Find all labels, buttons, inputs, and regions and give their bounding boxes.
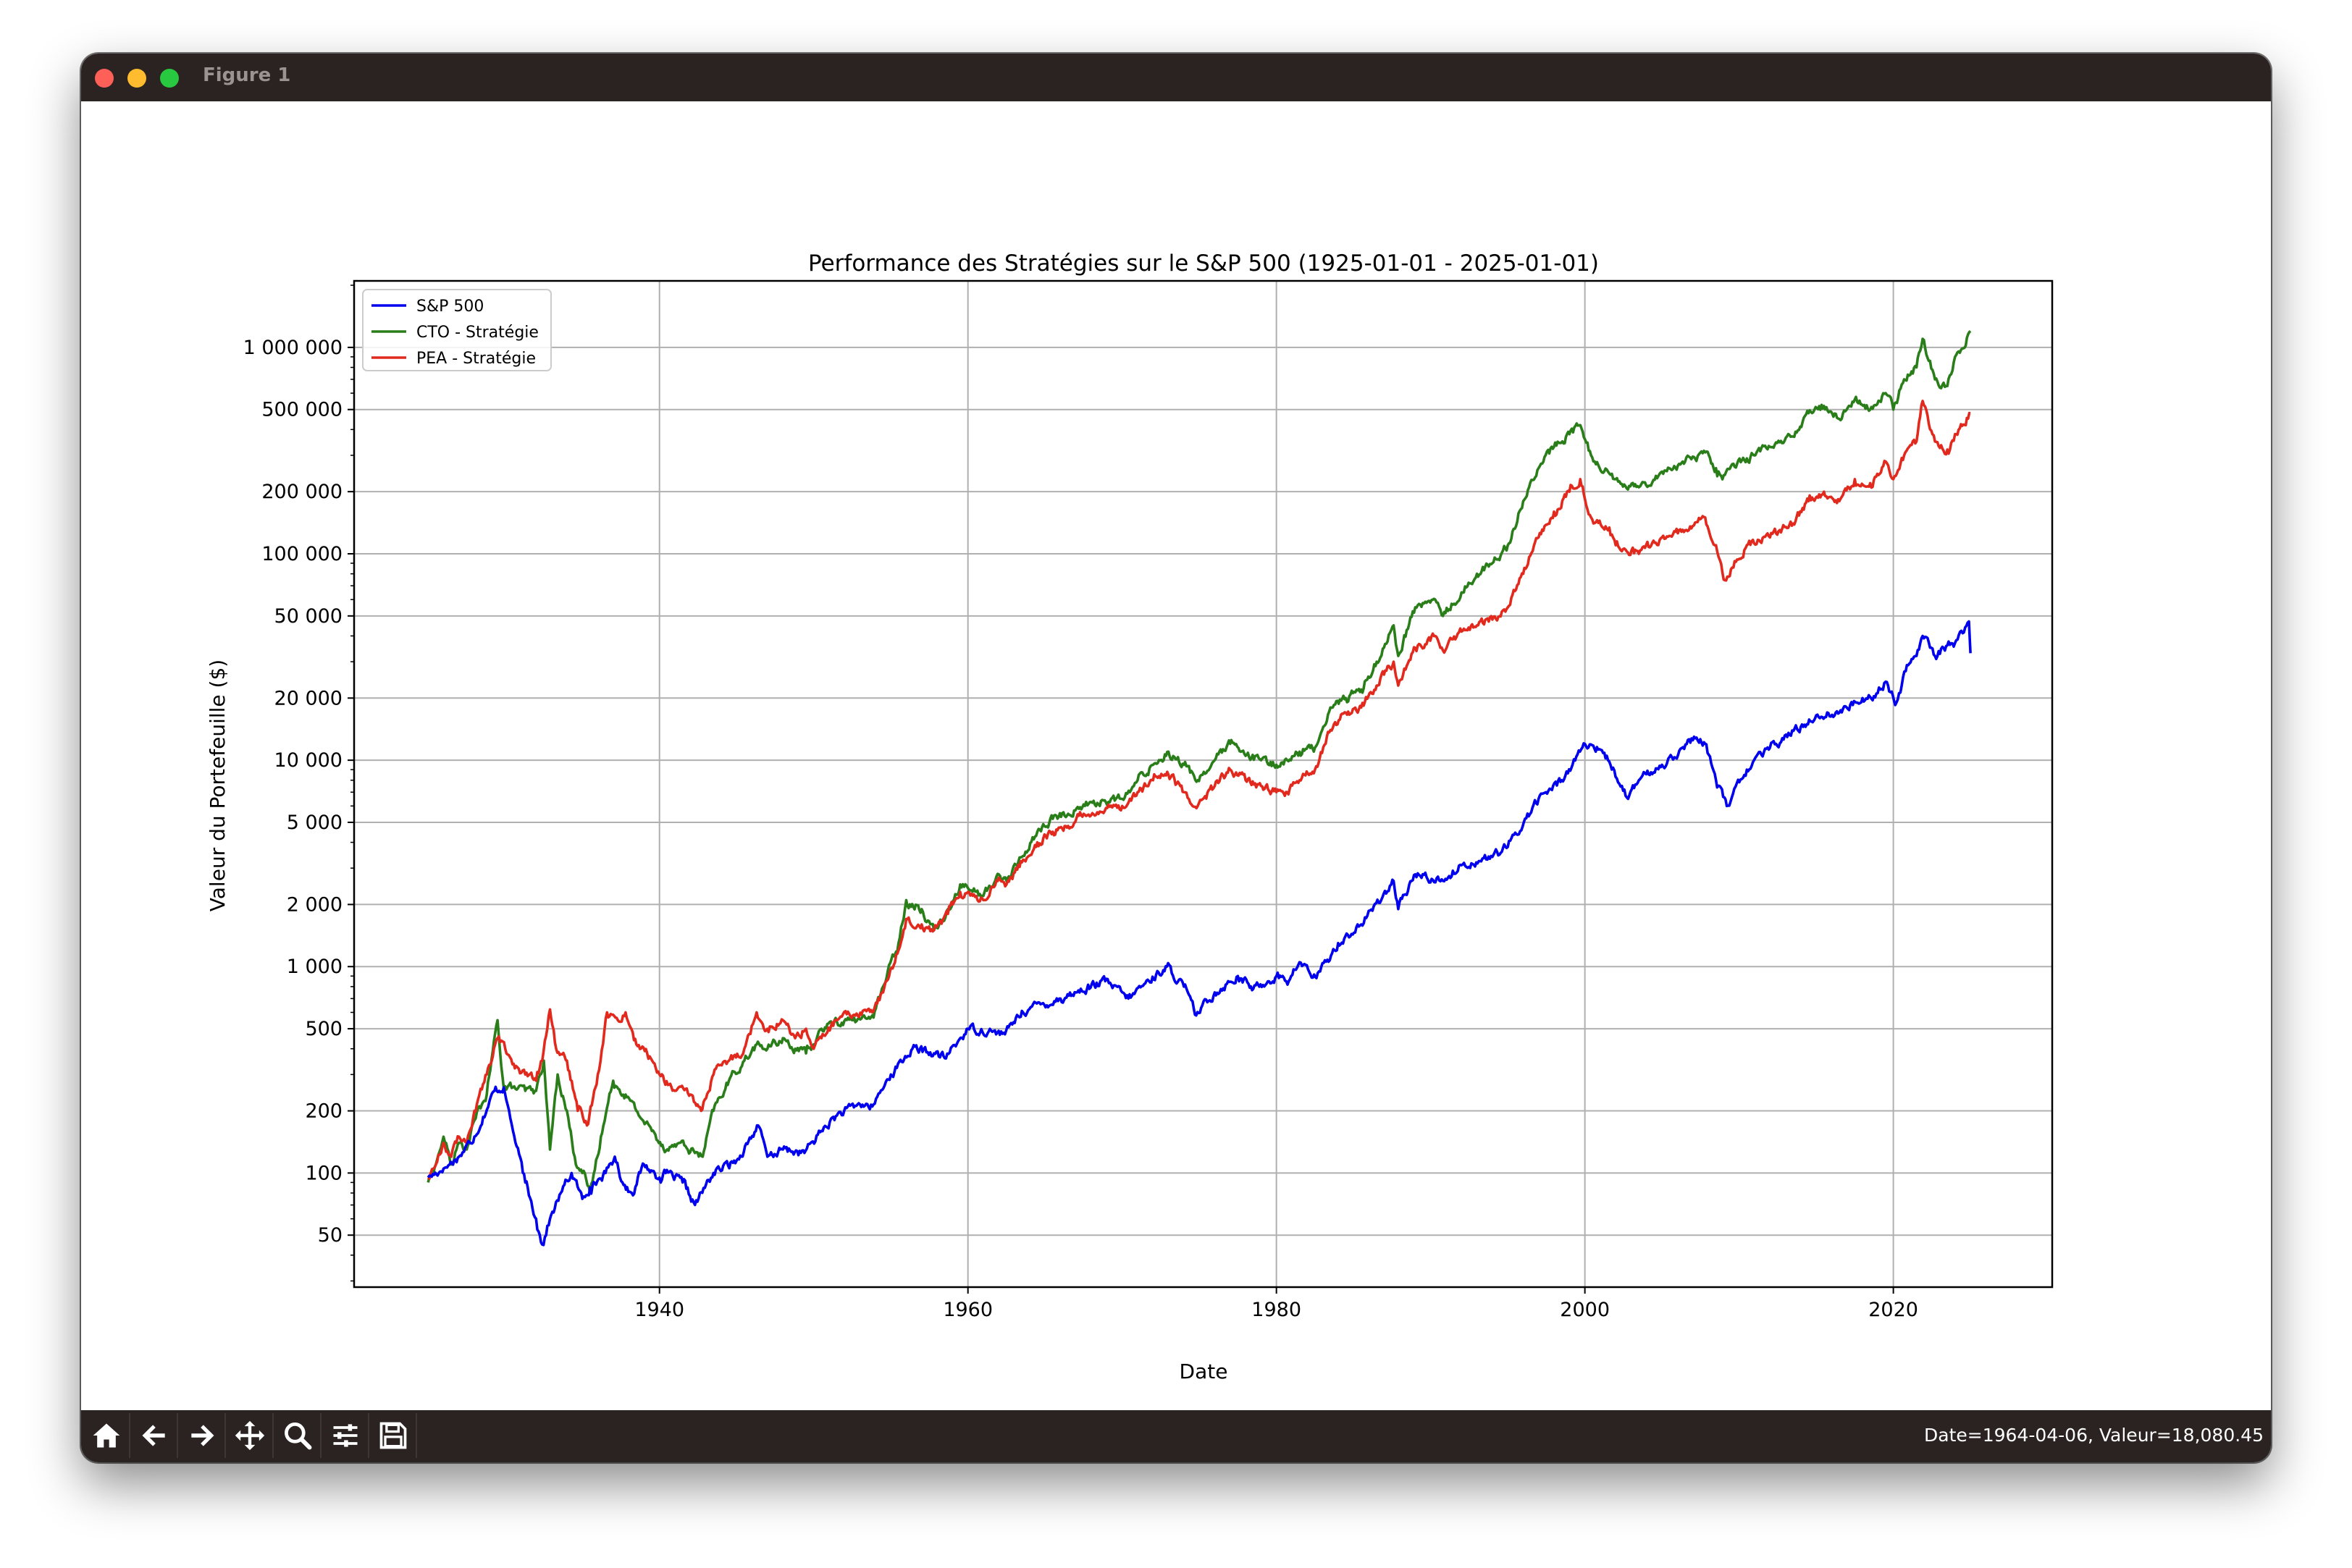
legend-box	[362, 289, 552, 371]
back-button[interactable]	[132, 1413, 178, 1458]
legend-label: S&P 500	[416, 298, 484, 316]
pan-icon	[235, 1420, 265, 1451]
x-tick-label: 1980	[1251, 1299, 1301, 1321]
series-layer	[427, 329, 1972, 1247]
x-tick-label: 1960	[943, 1299, 993, 1321]
y-tick-label: 200 000	[261, 481, 343, 503]
window-title: Figure 1	[203, 64, 291, 86]
y-axis-label: Valeur du Portefeuille ($)	[206, 659, 230, 911]
plot-frame	[353, 279, 2054, 1289]
y-tick-label: 100	[305, 1162, 343, 1184]
chart: 1940 1960 1980 2000 2020 50 100 200 500 1 000 2 00…	[206, 250, 2054, 1383]
y-tick-label: 5 000	[287, 812, 343, 834]
configure-subplots-button[interactable]	[323, 1413, 369, 1458]
save-button[interactable]	[371, 1413, 417, 1458]
series-line-0	[427, 620, 1972, 1247]
y-tick-label: 20 000	[274, 687, 343, 709]
minimize-window-button[interactable]	[127, 69, 146, 88]
legend-label: PEA - Stratégie	[416, 350, 536, 368]
navigation-toolbar: Date=1964-04-06, Valeur=18,080.45	[81, 1410, 2271, 1462]
close-window-button[interactable]	[95, 69, 114, 88]
zoom-button[interactable]	[275, 1413, 322, 1458]
x-axis-label: Date	[1180, 1360, 1228, 1383]
home-button[interactable]	[84, 1413, 130, 1458]
x-tick-label: 2020	[1868, 1299, 1918, 1321]
ticks: 1940 1960 1980 2000 2020 50 100 200 500 1 000 2 00…	[243, 284, 1918, 1321]
chart-title: Performance des Stratégies sur le S&P 50…	[808, 250, 1599, 277]
y-tick-label: 100 000	[261, 543, 343, 565]
y-tick-label: 50	[318, 1224, 343, 1247]
series-line-1	[427, 329, 1972, 1194]
y-tick-label: 500	[305, 1018, 343, 1040]
y-tick-label: 50 000	[274, 605, 343, 628]
series-line-2	[427, 400, 1971, 1181]
configure-subplots-icon	[333, 1424, 358, 1447]
save-icon	[379, 1422, 407, 1449]
y-tick-label: 1 000 000	[243, 337, 343, 359]
home-icon	[93, 1423, 120, 1448]
x-tick-label: 2000	[1560, 1299, 1610, 1321]
y-tick-label: 2 000	[287, 893, 343, 916]
y-tick-label: 200	[305, 1100, 343, 1123]
cursor-status: Date=1964-04-06, Valeur=18,080.45	[1924, 1425, 2264, 1446]
zoom-icon	[285, 1422, 312, 1450]
forward-arrow-icon	[191, 1425, 214, 1446]
forward-button[interactable]	[180, 1413, 226, 1458]
pan-button[interactable]	[227, 1413, 274, 1458]
figure-canvas: 1940 1960 1980 2000 2020 50 100 200 500 1 000 2 00…	[81, 101, 2271, 1410]
figure-window: Figure 1 1940 1960 1980 2000 2020 50 100 200 500…	[81, 54, 2271, 1462]
y-tick-label: 10 000	[274, 749, 343, 772]
legend: S&P 500 CTO - Stratégie PEA - Stratégie	[362, 289, 552, 371]
y-tick-label: 1 000	[287, 956, 343, 978]
legend-label: CTO - Stratégie	[416, 324, 539, 342]
x-tick-label: 1940	[634, 1299, 684, 1321]
back-arrow-icon	[142, 1425, 165, 1446]
title-bar: Figure 1	[81, 54, 2271, 101]
maximize-window-button[interactable]	[160, 69, 179, 88]
y-tick-label: 500 000	[261, 399, 343, 421]
